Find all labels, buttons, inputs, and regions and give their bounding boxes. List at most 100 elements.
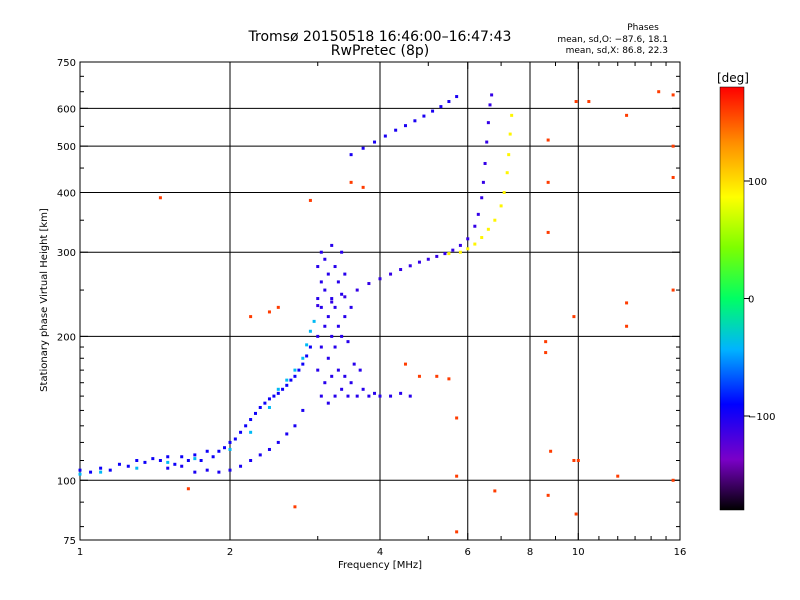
echo-point <box>289 378 293 382</box>
x-tick-label: 4 <box>377 547 383 558</box>
echo-point <box>439 105 443 109</box>
echo-point <box>485 140 489 144</box>
echo-point <box>281 387 285 391</box>
echo-point <box>574 512 578 516</box>
x-tick-label: 10 <box>572 547 585 558</box>
echo-point <box>276 305 280 309</box>
echo-point <box>319 305 323 309</box>
y-tick-label: 400 <box>57 188 76 199</box>
echo-point <box>126 464 130 468</box>
y-tick-label: 750 <box>57 58 76 69</box>
echo-point <box>574 100 578 104</box>
echo-point <box>481 180 485 184</box>
echo-point <box>319 345 323 349</box>
echo-point <box>323 381 327 385</box>
echo-point <box>455 416 459 420</box>
echo-point <box>211 455 215 459</box>
echo-point <box>249 315 253 319</box>
chart-subtitle: RwPretec (8p) <box>331 43 429 59</box>
echo-point <box>493 489 497 493</box>
echo-point <box>285 432 289 436</box>
axis-ticks <box>79 61 681 541</box>
echo-point <box>447 252 451 256</box>
x-tick-label: 6 <box>465 547 471 558</box>
echo-point <box>544 351 548 355</box>
echo-point <box>330 300 334 304</box>
echo-point <box>158 196 162 200</box>
echo-point <box>330 334 334 338</box>
echo-point <box>546 230 550 234</box>
echo-point <box>361 387 365 391</box>
echo-point <box>408 394 412 398</box>
echo-point <box>508 132 512 136</box>
echo-point <box>399 391 403 395</box>
echo-point <box>490 93 494 97</box>
x-tick-label: 2 <box>227 547 233 558</box>
echo-point <box>549 449 553 453</box>
echo-point <box>89 470 93 474</box>
echo-point <box>267 310 271 314</box>
echo-point <box>671 478 675 482</box>
echo-point <box>108 468 112 472</box>
echo-point <box>488 103 492 107</box>
echo-point <box>422 114 426 118</box>
echo-point <box>473 224 477 228</box>
echo-point <box>343 315 347 319</box>
echo-point <box>316 297 320 301</box>
echo-point <box>466 247 470 251</box>
echo-point <box>336 280 340 284</box>
echo-point <box>319 250 323 254</box>
echo-point <box>326 272 330 276</box>
echo-point <box>361 146 365 150</box>
echo-point <box>293 505 297 509</box>
echo-point <box>476 212 480 216</box>
echo-point <box>349 180 353 184</box>
echo-point <box>349 305 353 309</box>
echo-point <box>117 462 121 466</box>
echo-point <box>166 455 170 459</box>
echo-point <box>316 334 320 338</box>
echo-point <box>408 264 412 268</box>
echo-point <box>367 394 371 398</box>
echo-point <box>383 134 387 138</box>
echo-point <box>293 424 297 428</box>
echo-point <box>326 401 330 405</box>
y-tick-label: 600 <box>57 104 76 115</box>
echo-point <box>249 458 253 462</box>
x-tick-label: 16 <box>674 547 687 558</box>
echo-point <box>253 411 257 415</box>
echo-point <box>458 243 462 247</box>
echo-point <box>483 161 487 165</box>
echo-point <box>435 254 439 258</box>
echo-point <box>333 265 337 269</box>
echo-point <box>394 128 398 132</box>
echo-point <box>293 374 297 378</box>
echo-point <box>99 470 103 474</box>
echo-point <box>389 272 393 276</box>
echo-point <box>333 305 337 309</box>
echo-point <box>455 530 459 534</box>
echo-point <box>249 418 253 422</box>
echo-point <box>135 458 139 462</box>
echo-point <box>546 493 550 497</box>
echo-point <box>455 474 459 478</box>
echo-point <box>135 466 139 470</box>
grid <box>80 62 680 540</box>
echo-point <box>186 487 190 491</box>
y-tick-labels: 75 100 200 300 400 500 600 750 <box>57 58 76 547</box>
echo-point <box>223 446 227 450</box>
chart-title: Tromsø 20150518 16:46:00–16:47:43 <box>248 29 512 45</box>
echo-point <box>267 447 271 451</box>
echo-point <box>486 227 490 231</box>
echo-point <box>361 185 365 189</box>
echo-point <box>625 301 629 305</box>
echo-point <box>493 218 497 222</box>
echo-point <box>480 196 484 200</box>
colorbar-label: [deg] <box>717 71 749 85</box>
echo-point <box>301 408 305 412</box>
stats-line-x: mean, sd,X: 86.8, 22.3 <box>566 46 668 56</box>
y-axis-label: Stationary phase Virtual Height [km] <box>39 208 50 392</box>
echo-point <box>199 458 203 462</box>
data-points <box>78 90 675 534</box>
